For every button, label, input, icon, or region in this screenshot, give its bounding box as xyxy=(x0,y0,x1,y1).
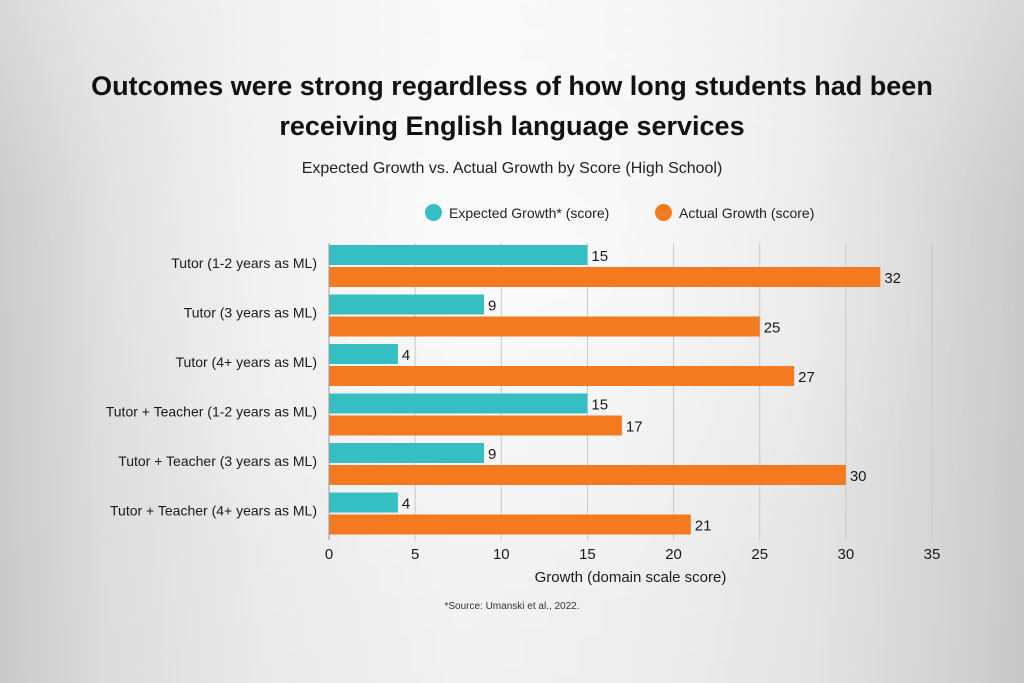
x-tick-label: 5 xyxy=(411,546,419,563)
chart-subtitle: Expected Growth vs. Actual Growth by Sco… xyxy=(301,160,723,177)
bar-expected xyxy=(329,344,398,364)
data-label-expected: 15 xyxy=(591,397,608,414)
category-label: Tutor + Teacher (3 years as ML) xyxy=(118,453,317,469)
x-tick-label: 35 xyxy=(924,546,941,563)
x-tick-label: 20 xyxy=(665,546,682,563)
category-label: Tutor + Teacher (4+ years as ML) xyxy=(110,503,317,519)
bar-actual xyxy=(329,415,622,436)
bar-expected xyxy=(329,294,485,315)
legend-label-expected: Expected Growth* (score) xyxy=(449,204,610,221)
chart-title-line-2: receiving English language services xyxy=(279,111,745,141)
bar-expected xyxy=(329,443,485,463)
category-label: Tutor + Teacher (1-2 years as ML) xyxy=(106,404,317,420)
bar-expected xyxy=(329,245,588,265)
category-label: Tutor (4+ years as ML) xyxy=(176,354,317,370)
legend-item-expected: Expected Growth* (score) xyxy=(425,204,609,221)
bar-actual xyxy=(329,316,760,337)
x-tick-label: 15 xyxy=(579,546,596,563)
data-label-actual: 17 xyxy=(626,419,643,436)
x-tick-label: 25 xyxy=(751,546,768,563)
legend-label-actual: Actual Growth (score) xyxy=(679,204,815,221)
data-label-actual: 27 xyxy=(798,369,815,386)
data-label-actual: 30 xyxy=(850,468,867,485)
category-label: Tutor (1-2 years as ML) xyxy=(171,255,317,271)
data-label-expected: 9 xyxy=(488,446,496,463)
legend-swatch-expected xyxy=(425,204,442,221)
data-label-expected: 4 xyxy=(402,496,410,513)
x-tick-label: 0 xyxy=(325,546,333,563)
source-note: *Source: Umanski et al., 2022. xyxy=(444,601,580,612)
data-label-actual: 32 xyxy=(884,270,901,287)
bar-actual xyxy=(329,465,846,485)
bar-expected xyxy=(329,492,398,513)
chart-title: Outcomes were strong regardless of how l… xyxy=(40,66,984,146)
data-label-expected: 15 xyxy=(591,248,608,265)
x-axis-title: Growth (domain scale score) xyxy=(535,569,727,586)
bar-actual xyxy=(329,366,795,386)
chart-legend: Expected Growth* (score) Actual Growth (… xyxy=(0,204,1024,226)
bar-actual xyxy=(329,514,691,535)
data-label-actual: 25 xyxy=(764,320,781,337)
chart-title-line-1: Outcomes were strong regardless of how l… xyxy=(91,71,933,101)
bar-actual xyxy=(329,267,881,287)
data-label-expected: 4 xyxy=(402,347,410,364)
x-tick-label: 30 xyxy=(838,546,855,563)
data-label-actual: 21 xyxy=(695,518,712,535)
x-tick-label: 10 xyxy=(493,546,510,563)
data-label-expected: 9 xyxy=(488,298,496,315)
bar-expected xyxy=(329,393,588,414)
legend-swatch-actual xyxy=(655,204,672,221)
legend-item-actual: Actual Growth (score) xyxy=(655,204,814,221)
category-label: Tutor (3 years as ML) xyxy=(184,305,317,321)
